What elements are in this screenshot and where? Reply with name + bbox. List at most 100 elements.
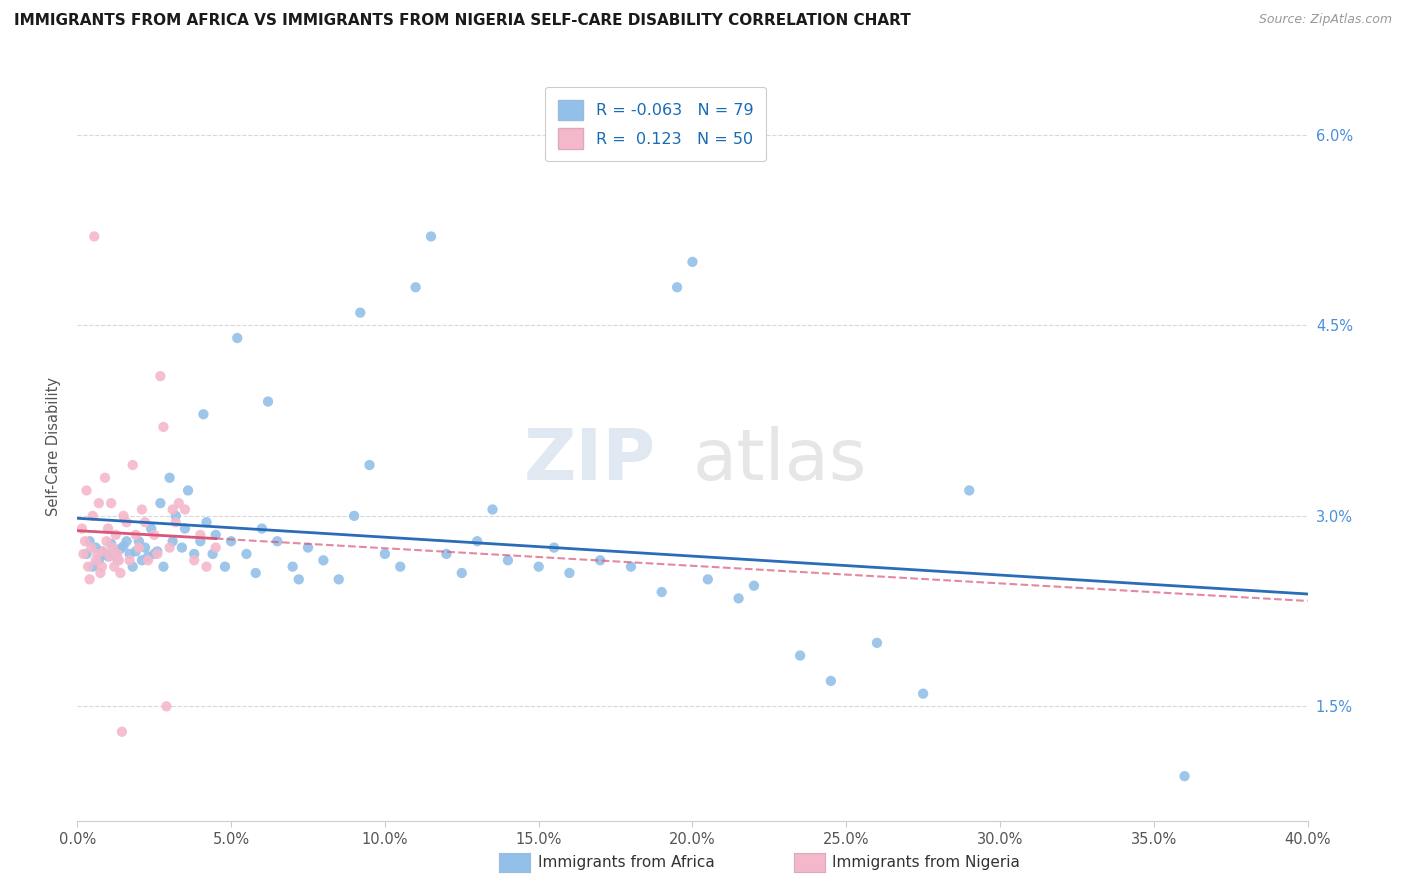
Point — [72, 547, 94, 561]
Point — [97, 549, 120, 564]
Point — [146, 544, 169, 558]
Point — [257, 394, 280, 409]
Point — [82, 559, 104, 574]
Point — [121, 559, 143, 574]
Point — [73, 534, 96, 549]
Point — [152, 420, 174, 434]
Point — [93, 544, 115, 558]
Point — [108, 553, 131, 567]
Point — [83, 229, 105, 244]
Point — [118, 547, 141, 561]
Point — [696, 572, 718, 586]
Point — [87, 553, 110, 567]
Point — [245, 566, 267, 580]
Point — [389, 559, 412, 574]
Point — [101, 541, 124, 555]
Point — [465, 534, 488, 549]
Point — [405, 280, 427, 294]
Point — [97, 522, 120, 536]
Point — [143, 528, 166, 542]
Point — [226, 331, 249, 345]
Point — [86, 547, 108, 561]
Point — [266, 534, 288, 549]
Point — [118, 553, 141, 567]
Point — [159, 541, 181, 555]
Point — [167, 496, 190, 510]
Point — [131, 553, 153, 567]
Point — [359, 458, 381, 472]
Point — [328, 572, 350, 586]
Point — [146, 547, 169, 561]
Text: Immigrants from Africa: Immigrants from Africa — [538, 855, 716, 870]
Point — [195, 515, 218, 529]
Point — [105, 547, 128, 561]
Point — [188, 534, 212, 549]
Point — [558, 566, 581, 580]
Point — [115, 515, 138, 529]
Point — [374, 547, 396, 561]
Text: Source: ZipAtlas.com: Source: ZipAtlas.com — [1258, 13, 1392, 27]
Point — [90, 544, 114, 558]
Point — [149, 369, 172, 384]
Point — [159, 471, 181, 485]
Point — [125, 528, 148, 542]
Point — [128, 541, 150, 555]
Point — [90, 559, 114, 574]
Point — [177, 483, 200, 498]
Point — [100, 537, 122, 551]
Point — [152, 559, 174, 574]
Point — [141, 522, 163, 536]
Point — [682, 255, 704, 269]
Point — [297, 541, 319, 555]
Legend: R = -0.063   N = 79, R =  0.123   N = 50: R = -0.063 N = 79, R = 0.123 N = 50 — [544, 87, 766, 161]
Point — [125, 544, 148, 558]
Point — [136, 549, 159, 564]
Point — [288, 572, 311, 586]
Point — [143, 547, 166, 561]
Text: atlas: atlas — [693, 426, 868, 495]
Point — [162, 534, 184, 549]
Point — [214, 559, 236, 574]
Point — [100, 496, 122, 510]
Point — [174, 502, 197, 516]
Point — [94, 547, 117, 561]
Point — [76, 483, 98, 498]
Point — [866, 636, 889, 650]
Point — [103, 544, 125, 558]
Point — [84, 553, 107, 567]
Point — [104, 528, 127, 542]
Y-axis label: Self-Care Disability: Self-Care Disability — [46, 376, 62, 516]
Point — [76, 547, 98, 561]
Point — [789, 648, 811, 663]
Point — [496, 553, 519, 567]
Point — [110, 541, 132, 556]
Point — [481, 502, 503, 516]
Point — [165, 508, 187, 523]
Point — [87, 496, 110, 510]
Point — [103, 559, 125, 574]
Point — [250, 522, 273, 536]
Point — [121, 458, 143, 472]
Point — [183, 553, 205, 567]
Point — [183, 547, 205, 561]
Point — [312, 553, 335, 567]
Text: Immigrants from Nigeria: Immigrants from Nigeria — [832, 855, 1021, 870]
Point — [170, 541, 193, 555]
Point — [89, 566, 111, 580]
Point — [165, 515, 187, 529]
Point — [450, 566, 472, 580]
Point — [112, 539, 135, 553]
Point — [149, 496, 172, 510]
Point — [957, 483, 980, 498]
Point — [79, 572, 101, 586]
Point — [110, 566, 132, 580]
Point — [188, 528, 212, 542]
Point — [820, 673, 842, 688]
Point — [742, 579, 765, 593]
Point — [112, 508, 135, 523]
Point — [77, 559, 100, 574]
Point — [105, 552, 128, 566]
Point — [527, 559, 550, 574]
Point — [912, 687, 935, 701]
Point — [349, 306, 371, 320]
